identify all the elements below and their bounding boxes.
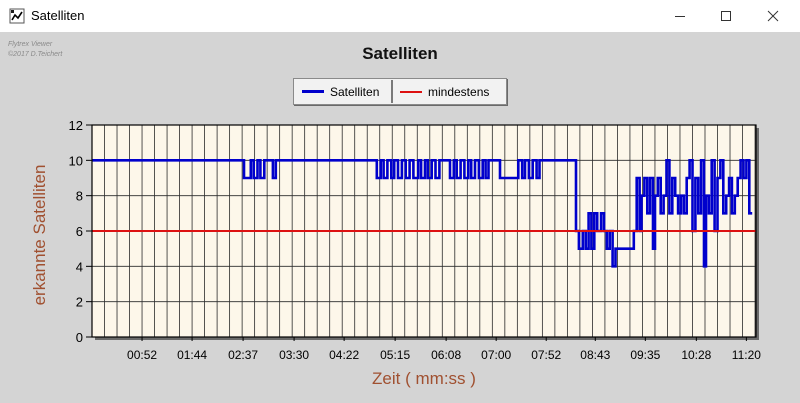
x-tick-label: 02:37 [228,348,258,362]
watermark: Flytrex Viewer ©2017 D.Teichert [8,40,62,60]
x-tick-label: 01:44 [177,348,207,362]
title-bar[interactable]: Satelliten [0,0,800,32]
x-tick-label: 00:52 [127,348,157,362]
close-button[interactable] [750,0,796,32]
chart-title: Satelliten [362,44,438,63]
x-tick-label: 11:20 [732,348,761,362]
legend-label-satelliten: Satelliten [330,84,380,99]
legend-divider [391,80,393,103]
x-tick-label: 03:30 [279,348,309,362]
window-title: Satelliten [31,8,85,23]
legend-item-mindestens: mindestens [400,79,489,104]
legend-swatch-satelliten [302,90,324,93]
legend-swatch-mindestens [400,90,422,93]
legend-item-satelliten: Satelliten [302,79,379,104]
x-tick-label: 07:52 [531,348,561,362]
x-tick-label: 07:00 [481,348,511,362]
x-tick-label: 06:08 [431,348,461,362]
x-tick-label: 04:22 [329,348,359,362]
minimize-button[interactable] [657,0,703,32]
series-line-satelliten [92,159,753,268]
y-axis-label: erkannte Satelliten [30,165,49,306]
x-tick-label: 08:43 [580,348,610,362]
y-tick-label: 0 [76,330,83,345]
y-tick-label: 8 [76,189,83,204]
maximize-button[interactable] [703,0,749,32]
y-tick-label: 6 [76,224,83,239]
x-axis-label: Zeit ( mm:ss ) [372,369,476,388]
maximize-icon [721,11,731,21]
y-tick-label: 12 [69,118,83,133]
watermark-app-name: Flytrex Viewer [8,41,53,48]
legend-label-mindestens: mindestens [428,84,490,99]
watermark-copyright: ©2017 D.Teichert [8,51,63,58]
x-tick-label: 10:28 [681,348,711,362]
flytrex-app-icon [9,8,25,24]
y-tick-label: 4 [76,259,83,274]
close-icon [767,10,779,22]
chart-legend: Satelliten mindestens [293,78,507,105]
x-tick-label: 05:15 [380,348,410,362]
y-tick-label: 10 [69,153,83,168]
x-tick-label: 09:35 [630,348,660,362]
y-tick-label: 2 [76,295,83,310]
minimize-icon [675,16,685,17]
